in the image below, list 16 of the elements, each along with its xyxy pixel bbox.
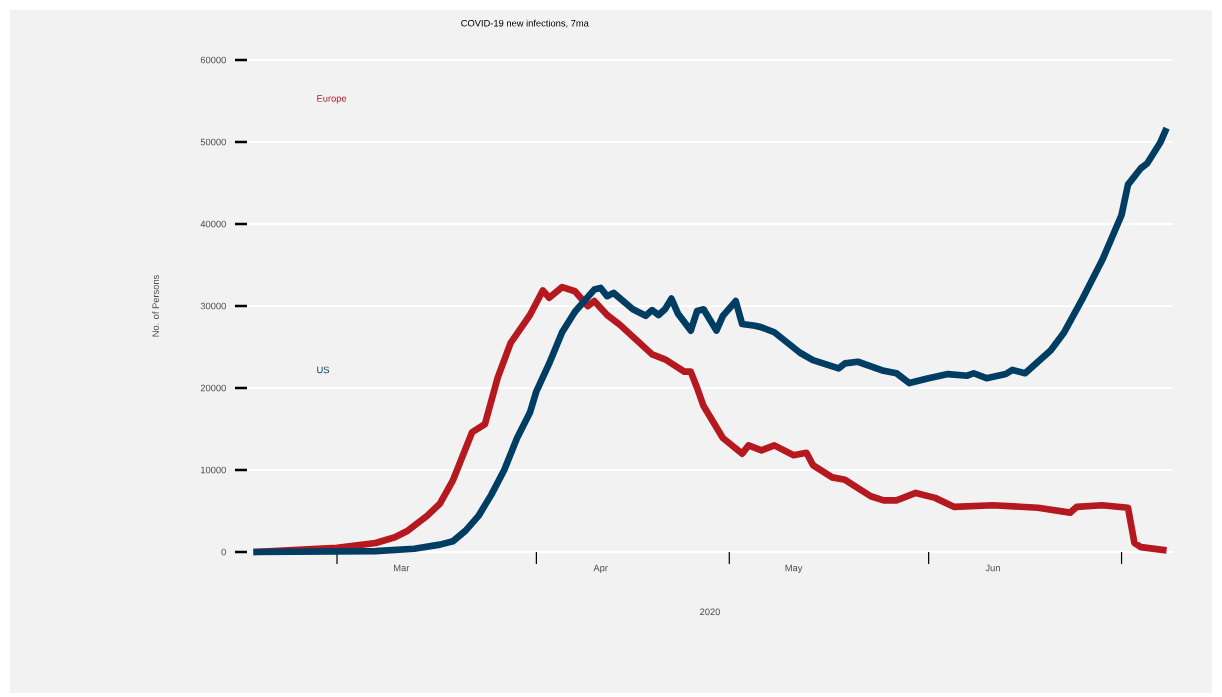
x-tick-label: Mar [394, 564, 410, 572]
y-tick-label: 10000 [201, 466, 226, 474]
y-tick-label: 60000 [200, 56, 226, 64]
text: US [317, 366, 330, 374]
x-tick-label: Apr [593, 564, 608, 574]
y-tick-label: 50000 [200, 138, 226, 146]
y-tick-label: 20000 [200, 384, 226, 392]
x-tick-label: Jun [985, 564, 1000, 572]
y-tick-label: 0 [221, 548, 226, 556]
x-tick-label: May [785, 564, 803, 574]
chart-title: COVID-19 new infections, 7ma [461, 19, 589, 28]
x-axis-title: 2020 [700, 608, 721, 616]
y-axis-title: No. of Persons [152, 275, 159, 337]
text: Europe [317, 95, 347, 104]
y-tick-label: 30000 [200, 302, 226, 310]
y-tick-label: 40000 [200, 220, 226, 228]
